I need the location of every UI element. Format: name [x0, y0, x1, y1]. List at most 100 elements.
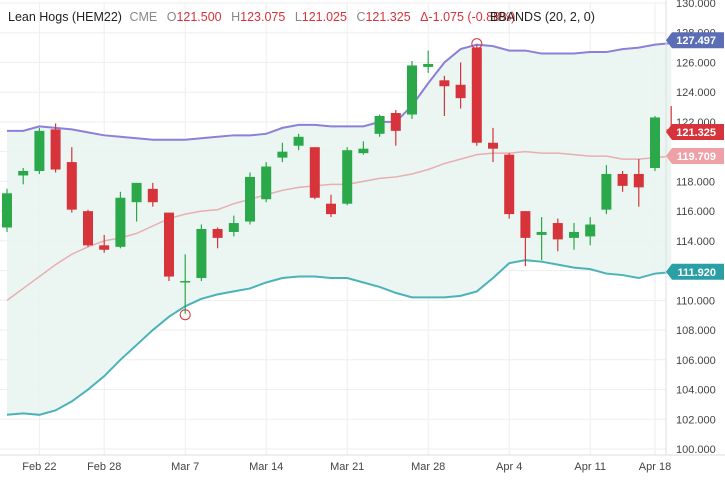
candle[interactable]	[18, 168, 29, 185]
time-tick-label: Apr 18	[639, 461, 671, 473]
price-tick-label: 114.000	[676, 236, 715, 248]
candle[interactable]	[261, 162, 272, 203]
last-price-label: 121.325	[666, 123, 724, 140]
upper-band-line	[7, 42, 672, 141]
candle[interactable]	[83, 209, 93, 247]
candle[interactable]	[455, 62, 466, 109]
candle[interactable]	[423, 50, 434, 73]
time-tick-label: Mar 7	[171, 461, 199, 473]
candle[interactable]	[277, 142, 288, 163]
candle[interactable]	[34, 127, 45, 174]
candle[interactable]	[180, 254, 191, 314]
candle-body	[488, 142, 498, 149]
candle[interactable]	[358, 141, 369, 155]
high-value: 123.075	[240, 10, 285, 24]
value-label-text: 121.325	[676, 127, 716, 139]
upper-band-value-label: 127.497	[666, 32, 724, 49]
change-value: Δ-1.075 (-0.88%)	[420, 10, 515, 24]
candle[interactable]	[50, 123, 61, 173]
price-tick-label: 116.000	[676, 206, 715, 218]
candlesticks[interactable]	[2, 44, 677, 314]
candle[interactable]	[601, 165, 612, 215]
candle-body	[374, 115, 385, 134]
candle[interactable]	[196, 224, 207, 282]
candle-body	[569, 231, 579, 238]
candle[interactable]	[164, 212, 174, 282]
time-axis[interactable]: Feb 22 Feb 28 Mar 7 Mar 14 Mar 21 Mar 28 Apr 4…	[22, 461, 671, 473]
candle-body	[196, 228, 207, 279]
candle-body	[358, 148, 369, 154]
candle-body	[212, 228, 223, 238]
candle-body	[455, 84, 466, 99]
candle[interactable]	[633, 159, 644, 207]
close-label: C	[356, 10, 365, 24]
candle[interactable]	[488, 127, 498, 163]
candle[interactable]	[374, 114, 385, 137]
time-tick-label: Apr 11	[574, 461, 606, 473]
candle-body	[423, 63, 434, 67]
candle-body	[18, 170, 29, 176]
candle-body	[293, 136, 304, 146]
price-tick-label: 110.000	[676, 295, 715, 307]
candle-body	[601, 173, 612, 210]
candle[interactable]	[326, 194, 336, 218]
price-tick-label: 100.000	[676, 444, 716, 456]
candle-body	[407, 65, 417, 115]
candle-body	[309, 147, 320, 198]
candle[interactable]	[439, 75, 450, 116]
candle-body	[147, 188, 158, 203]
price-tick-label: 104.000	[676, 385, 716, 397]
candle-body	[115, 197, 126, 247]
candle[interactable]	[504, 153, 515, 219]
candle-body	[228, 223, 239, 232]
candle[interactable]	[471, 44, 482, 146]
candle-body	[326, 203, 336, 215]
candle[interactable]	[293, 133, 304, 151]
candle[interactable]	[569, 223, 579, 250]
candle[interactable]	[115, 191, 126, 249]
candle-body	[585, 224, 596, 237]
candle-body	[83, 211, 93, 246]
low-value: 121.025	[302, 10, 347, 24]
value-label-text: 119.709	[677, 151, 716, 163]
indicator-label[interactable]: BBANDS (20, 2, 0)	[490, 10, 595, 24]
candle[interactable]	[520, 211, 531, 267]
candle[interactable]	[585, 217, 596, 246]
candle-body	[650, 117, 660, 169]
time-tick-label: Apr 4	[496, 461, 522, 473]
candle[interactable]	[407, 60, 417, 119]
instrument-name: Lean Hogs (HEM22)	[8, 10, 122, 24]
extreme-circle-marker	[471, 38, 483, 50]
candle-body	[99, 245, 110, 250]
candle-body	[390, 113, 401, 131]
candle-body	[520, 211, 531, 238]
candle-body	[164, 212, 174, 277]
candle[interactable]	[245, 172, 255, 225]
price-tick-label: 124.000	[676, 87, 716, 99]
candle[interactable]	[536, 217, 547, 261]
candle[interactable]	[617, 170, 628, 192]
candle-body	[536, 231, 547, 235]
candle[interactable]	[147, 182, 158, 207]
last-value-labels: 127.497 121.325 119.709 111.920	[666, 32, 724, 280]
candle-body	[277, 151, 288, 158]
candle[interactable]	[228, 215, 239, 237]
candle[interactable]	[131, 182, 142, 222]
candle[interactable]	[2, 188, 12, 232]
candle[interactable]	[342, 147, 353, 206]
time-tick-label: Mar 14	[249, 461, 283, 473]
candle[interactable]	[99, 234, 110, 253]
candle[interactable]	[552, 218, 563, 252]
candle[interactable]	[390, 110, 401, 146]
candle[interactable]	[309, 147, 320, 200]
candle[interactable]	[650, 115, 660, 171]
value-label-tag	[666, 32, 724, 49]
time-tick-label: Feb 28	[87, 461, 121, 473]
value-label-text: 127.497	[676, 35, 716, 47]
candle[interactable]	[212, 227, 223, 249]
candle-body	[617, 173, 628, 186]
candle[interactable]	[66, 147, 77, 213]
low-label: L	[295, 10, 302, 24]
price-tick-label: 106.000	[676, 355, 716, 367]
